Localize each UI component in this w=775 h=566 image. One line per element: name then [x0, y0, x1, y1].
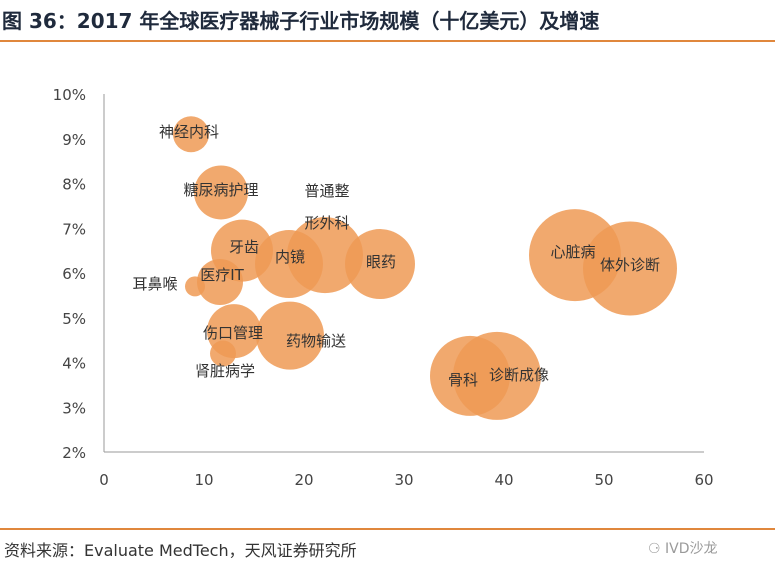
bubble-label: 药物输送 — [286, 332, 346, 350]
bubble-label: 心脏病 — [550, 243, 595, 261]
bubble-label: 伤口管理 — [203, 324, 263, 342]
watermark: ⚆ IVD沙龙 — [648, 537, 718, 561]
bubble — [197, 258, 243, 305]
bubble-label: 糖尿病护理 — [183, 181, 258, 199]
y-tick-label: 3% — [62, 399, 86, 417]
x-tick-label: 30 — [394, 471, 413, 489]
bubble-label: 眼药 — [366, 253, 396, 271]
bubble-label: 肾脏病学 — [195, 362, 255, 380]
bubble — [256, 301, 324, 370]
bubble — [185, 276, 205, 297]
x-tick-label: 40 — [494, 471, 513, 489]
bubble — [173, 116, 209, 153]
y-tick-label: 10% — [53, 86, 86, 104]
footer-rule — [0, 528, 775, 530]
y-tick-label: 6% — [62, 265, 86, 283]
bubble — [583, 221, 677, 316]
wechat-icon: ⚆ — [648, 541, 661, 557]
bubble-label: 神经内科 — [159, 123, 219, 141]
x-tick-label: 60 — [694, 471, 713, 489]
bubble — [194, 165, 248, 220]
bubble — [287, 217, 363, 294]
bubble-label: 骨科 — [448, 371, 478, 389]
x-tick-label: 50 — [594, 471, 613, 489]
watermark-text: IVD沙龙 — [665, 541, 718, 557]
y-tick-label: 5% — [62, 310, 86, 328]
y-tick-label: 2% — [62, 444, 86, 462]
bubble-label: 耳鼻喉 — [132, 275, 177, 293]
bubble-label: 体外诊断 — [600, 256, 660, 274]
x-tick-label: 0 — [99, 471, 109, 489]
bubble-chart: 0 10 20 30 40 50 60 2% 3% 4% 5% 6% 7% 8% 9% 10% 神经内科糖尿… — [53, 86, 714, 489]
y-tick-label: 8% — [62, 176, 86, 194]
bubble-label: 医疗IT — [200, 266, 244, 284]
y-tick-label: 4% — [62, 355, 86, 373]
bubble-label: 诊断成像 — [489, 366, 549, 384]
bubble-label: 牙齿 — [229, 238, 259, 256]
figure-title: 图 36：2017 年全球医疗器械子行业市场规模（十亿美元）及增速 — [2, 9, 600, 33]
x-tick-label: 10 — [194, 471, 213, 489]
bubble — [453, 331, 541, 420]
bubble-label: 内镜 — [275, 248, 305, 266]
title-underline — [0, 40, 775, 42]
bubble — [345, 229, 415, 300]
y-tick-label: 9% — [62, 131, 86, 149]
source-note: 资料来源：Evaluate MedTech，天风证券研究所 — [4, 541, 357, 560]
x-tick-label: 20 — [294, 471, 313, 489]
y-tick-label: 7% — [62, 220, 86, 238]
bubble-label: 普通整形外科 — [304, 182, 349, 232]
bubble — [210, 340, 236, 367]
